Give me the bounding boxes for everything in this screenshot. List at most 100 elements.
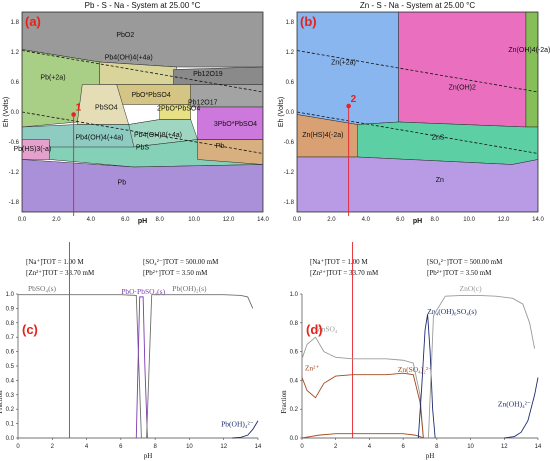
region-label: Pb(+2a)	[40, 75, 65, 82]
stability-region	[190, 84, 263, 108]
marker-dot	[71, 112, 76, 117]
x-tick-label: 14.0	[257, 217, 269, 223]
y-tick-label: -1.2	[9, 170, 20, 176]
y-tick-label: 0.4	[6, 378, 15, 384]
x-axis-label: pH	[138, 218, 147, 225]
x-tick-label: 4	[368, 444, 372, 450]
condition-text: [Pb²⁺]TOT = 3.50 mM	[143, 269, 208, 277]
y-tick-label: 1.8	[11, 20, 20, 26]
region-label: PbO*PbSO4	[131, 92, 170, 99]
series-label: Zn₄(OH)₆SO₄(s)	[427, 307, 477, 316]
x-tick-label: 10	[186, 444, 193, 450]
region-label: Pb4(OH)4(+4a)	[75, 135, 123, 142]
y-axis-label: Fraction	[0, 390, 4, 414]
y-tick-label: 0.8	[290, 321, 299, 327]
x-tick-label: 8.0	[156, 217, 165, 223]
region-label: Pb	[216, 143, 225, 150]
series-line	[146, 294, 254, 439]
condition-text: [Na⁺]TOT = 1.00 M	[26, 258, 84, 266]
y-tick-label: 0.8	[6, 321, 15, 327]
stability-region	[128, 119, 198, 148]
series-label: Pb(OH)₂(s)	[172, 284, 207, 293]
panel-label: (d)	[306, 322, 323, 337]
marker-label: 2	[351, 94, 357, 105]
x-tick-label: 4	[85, 444, 89, 450]
y-tick-label: 0.1	[6, 422, 15, 428]
condition-text: [Pb²⁺]TOT = 3.50 mM	[427, 269, 492, 277]
region-label: Pb(HS)3(-a)	[13, 146, 51, 153]
condition-text: [SO₄²⁻]TOT = 500.00 mM	[427, 258, 503, 266]
region-label: Zn(HS)4(-2a)	[302, 132, 343, 139]
x-tick-label: 8	[153, 444, 157, 450]
stability-region	[525, 12, 538, 128]
series-line	[301, 433, 424, 439]
region-label: PbS	[136, 145, 150, 152]
y-tick-label: -0.6	[284, 140, 295, 146]
panel-label: (a)	[25, 14, 41, 29]
y-axis-label: Eh (Volts)	[3, 97, 10, 127]
series-label: Pb(OH)₄²⁻	[221, 419, 254, 428]
x-tick-label: 12	[220, 444, 227, 450]
y-tick-label: 0.9	[6, 306, 15, 312]
y-tick-label: 0.6	[290, 350, 299, 356]
marker-label: 1	[76, 103, 82, 114]
region-label: 2PbO*PbSO4	[157, 106, 200, 113]
y-tick-label: 0.5	[6, 364, 15, 370]
series-line	[301, 336, 424, 439]
x-tick-label: 10.0	[188, 217, 200, 223]
region-label: Zn(OH)2	[449, 85, 476, 92]
region-label: Pb4(OH)8(+4a)	[134, 132, 182, 139]
y-tick-label: 0.6	[6, 350, 15, 356]
stability-region	[22, 159, 263, 212]
series-line	[301, 372, 424, 439]
region-label: Pb12O17	[188, 100, 218, 107]
regions	[22, 12, 263, 212]
plot-frame	[21, 11, 264, 213]
marker-dot	[346, 103, 351, 109]
series-label: Zn(OH)₄²⁻	[498, 399, 531, 408]
regions	[297, 12, 538, 212]
x-tick-label: 14.0	[532, 217, 544, 223]
y-axis-label: Eh (Volts)	[278, 97, 285, 127]
x-tick-label: 14	[535, 444, 542, 450]
chart-title: Pb - S - Na - System at 25.00 °C	[85, 1, 201, 10]
region-label: PbSO4	[95, 105, 118, 112]
series-line	[135, 296, 148, 439]
y-tick-label: 0.7	[6, 335, 15, 341]
x-tick-label: 4.0	[87, 217, 96, 223]
y-tick-label: -1.8	[284, 200, 295, 206]
y-tick-label: 0.6	[286, 80, 295, 86]
panel-label: (b)	[300, 14, 317, 29]
y-tick-label: 0.0	[290, 436, 299, 442]
condition-text: [Zn²⁺]TOT = 33.70 mM	[26, 269, 95, 277]
chart-title: Zn - S - Na - System at 25.00 °C	[360, 1, 475, 10]
x-tick-label: 6.0	[121, 217, 130, 223]
series-line	[232, 420, 259, 439]
y-tick-label: -0.6	[9, 140, 20, 146]
series-line	[504, 377, 539, 439]
x-tick-label: 2	[51, 444, 55, 450]
x-tick-label: 12.0	[223, 217, 235, 223]
region-label: PbO2	[116, 32, 134, 39]
water-stability-line	[22, 50, 263, 93]
x-tick-label: 12.0	[498, 217, 510, 223]
x-tick-label: 12	[501, 444, 508, 450]
water-stability-line	[22, 111, 263, 154]
region-label: Zn(OH)4(-2a)	[508, 47, 550, 54]
x-tick-label: 6	[401, 444, 405, 450]
y-tick-label: 1.2	[11, 50, 20, 56]
x-tick-label: 0	[16, 444, 20, 450]
region-label: Pb4(OH)4(+4a)	[105, 55, 153, 62]
panel-label: (c)	[22, 322, 38, 337]
series-line	[427, 294, 536, 439]
stability-region	[22, 139, 50, 160]
y-tick-label: 0.3	[6, 393, 15, 399]
x-axis-label: pH	[426, 452, 435, 460]
series-label: Zn(SO₄)₂²⁻	[398, 365, 432, 374]
stability-region	[197, 106, 263, 140]
series-line	[18, 294, 142, 439]
region-label: Pb12O19	[193, 71, 223, 78]
series-label: Zn²⁺	[305, 363, 320, 372]
plot-frame	[296, 11, 539, 213]
region-label: Pb	[118, 180, 127, 187]
